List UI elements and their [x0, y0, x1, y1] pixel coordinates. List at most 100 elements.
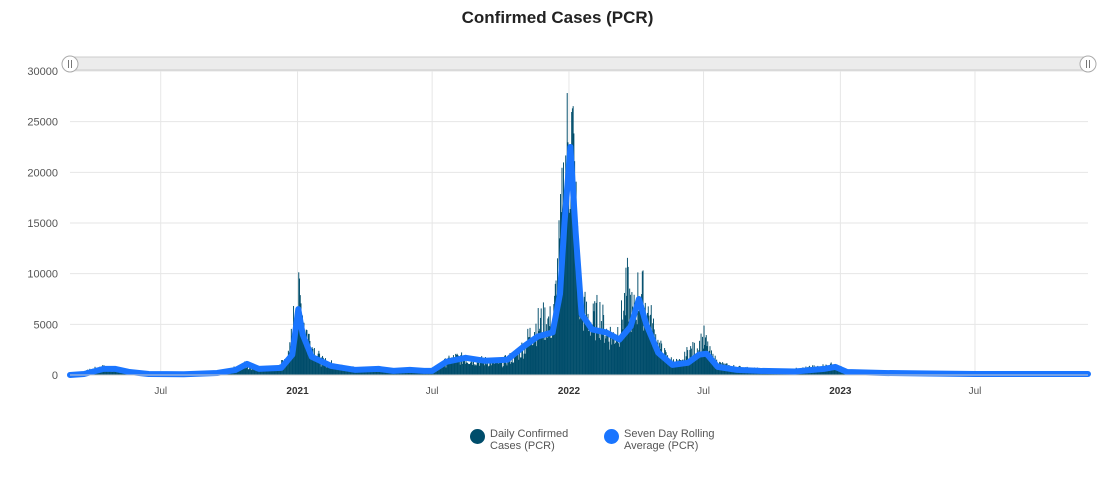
bar-daily — [539, 328, 541, 375]
bar-daily — [300, 303, 302, 375]
bar-daily — [702, 348, 704, 375]
bar-daily — [114, 369, 116, 375]
bar-daily — [304, 338, 306, 375]
bar-daily — [507, 362, 509, 375]
bar-daily — [515, 350, 517, 375]
bar-daily — [548, 326, 550, 375]
bar-daily — [417, 372, 419, 375]
bar-daily — [473, 358, 474, 375]
bar-daily — [326, 364, 328, 375]
bar-daily — [655, 350, 657, 375]
bar-daily — [549, 306, 551, 375]
legend-item-average[interactable]: Seven Day Rolling Average (PCR) — [604, 428, 724, 452]
bar-daily — [467, 362, 469, 375]
bar-daily — [118, 370, 120, 375]
bar-daily — [478, 365, 480, 375]
bar-daily — [453, 357, 455, 375]
bar-daily — [522, 344, 524, 375]
bar-daily — [338, 368, 340, 375]
bar-daily — [581, 294, 583, 375]
bar-daily — [328, 362, 330, 375]
bar-daily — [459, 364, 461, 375]
bar-daily — [288, 352, 290, 375]
bar-daily — [832, 366, 834, 375]
bar-daily — [108, 370, 110, 375]
bar-daily — [342, 368, 344, 375]
bar-daily — [579, 319, 581, 375]
bar-daily — [274, 368, 276, 375]
bar-daily — [243, 364, 245, 375]
bar-daily — [372, 369, 374, 375]
legend-swatch-average — [604, 429, 619, 444]
bar-daily — [502, 367, 503, 375]
navigator-right-handle-knob[interactable] — [1079, 55, 1097, 73]
bar-daily — [106, 368, 108, 375]
bar-daily — [348, 370, 350, 375]
bar-daily — [443, 365, 445, 375]
bar-daily — [630, 332, 632, 375]
x-tick-label: 2023 — [829, 386, 852, 397]
bar-daily — [538, 331, 540, 375]
bar-daily — [489, 360, 491, 375]
bar-daily — [604, 335, 606, 375]
chart-title: Confirmed Cases (PCR) — [461, 8, 654, 27]
bar-daily — [343, 370, 345, 375]
navigator-left-handle-knob[interactable] — [61, 55, 79, 73]
y-tick-label: 25000 — [27, 117, 58, 129]
bar-daily — [335, 367, 337, 375]
bar-daily — [687, 359, 689, 375]
bar-daily — [583, 330, 585, 375]
navigator-left-handle[interactable] — [61, 55, 79, 73]
bar-daily — [296, 332, 298, 375]
bar-daily — [307, 343, 309, 375]
bar-daily — [256, 367, 258, 375]
bar-daily — [527, 328, 529, 375]
bar-daily — [414, 372, 416, 375]
bar-daily — [509, 353, 511, 375]
navigator-right-handle[interactable] — [1079, 55, 1097, 73]
bar-daily — [505, 355, 506, 375]
bar-daily — [598, 338, 600, 375]
bar-daily — [528, 337, 530, 375]
bar-daily — [317, 353, 319, 375]
bar-daily — [824, 369, 825, 375]
bar-daily — [487, 366, 489, 375]
bar-daily — [510, 361, 512, 375]
bar-daily — [636, 324, 638, 375]
bar-daily — [542, 337, 544, 375]
bar-daily — [539, 317, 541, 375]
bar-daily — [458, 355, 460, 375]
bar-daily — [482, 361, 484, 375]
bar-daily — [551, 325, 553, 375]
bar-daily — [455, 354, 457, 375]
bar-daily — [649, 333, 651, 375]
range-navigator[interactable] — [61, 55, 1097, 73]
bar-daily — [248, 368, 250, 375]
legend-item-daily[interactable]: Daily Confirmed Cases (PCR) — [470, 428, 590, 452]
bar-daily — [331, 363, 333, 375]
bar-daily — [681, 359, 683, 375]
bar-daily — [480, 357, 482, 375]
bar-daily — [473, 364, 475, 375]
bar-daily — [586, 322, 588, 375]
bar-daily — [465, 361, 467, 375]
bar-daily — [655, 334, 657, 375]
bar-daily — [695, 356, 697, 375]
bar-daily — [513, 351, 515, 375]
bar-daily — [258, 369, 260, 375]
bar-daily — [651, 342, 653, 375]
bar-daily — [409, 372, 411, 375]
bar-daily — [496, 359, 498, 375]
bar-daily — [491, 359, 493, 375]
bar-daily — [455, 353, 457, 375]
bar-daily — [668, 364, 670, 375]
bar-daily — [554, 295, 556, 375]
bar-daily — [310, 357, 312, 375]
bar-daily — [241, 368, 242, 375]
bar-daily — [385, 371, 387, 375]
navigator-track[interactable] — [69, 56, 1089, 71]
bar-daily — [644, 302, 646, 375]
bar-daily — [249, 365, 251, 375]
bar-daily — [667, 360, 669, 375]
bar-daily — [607, 334, 609, 375]
